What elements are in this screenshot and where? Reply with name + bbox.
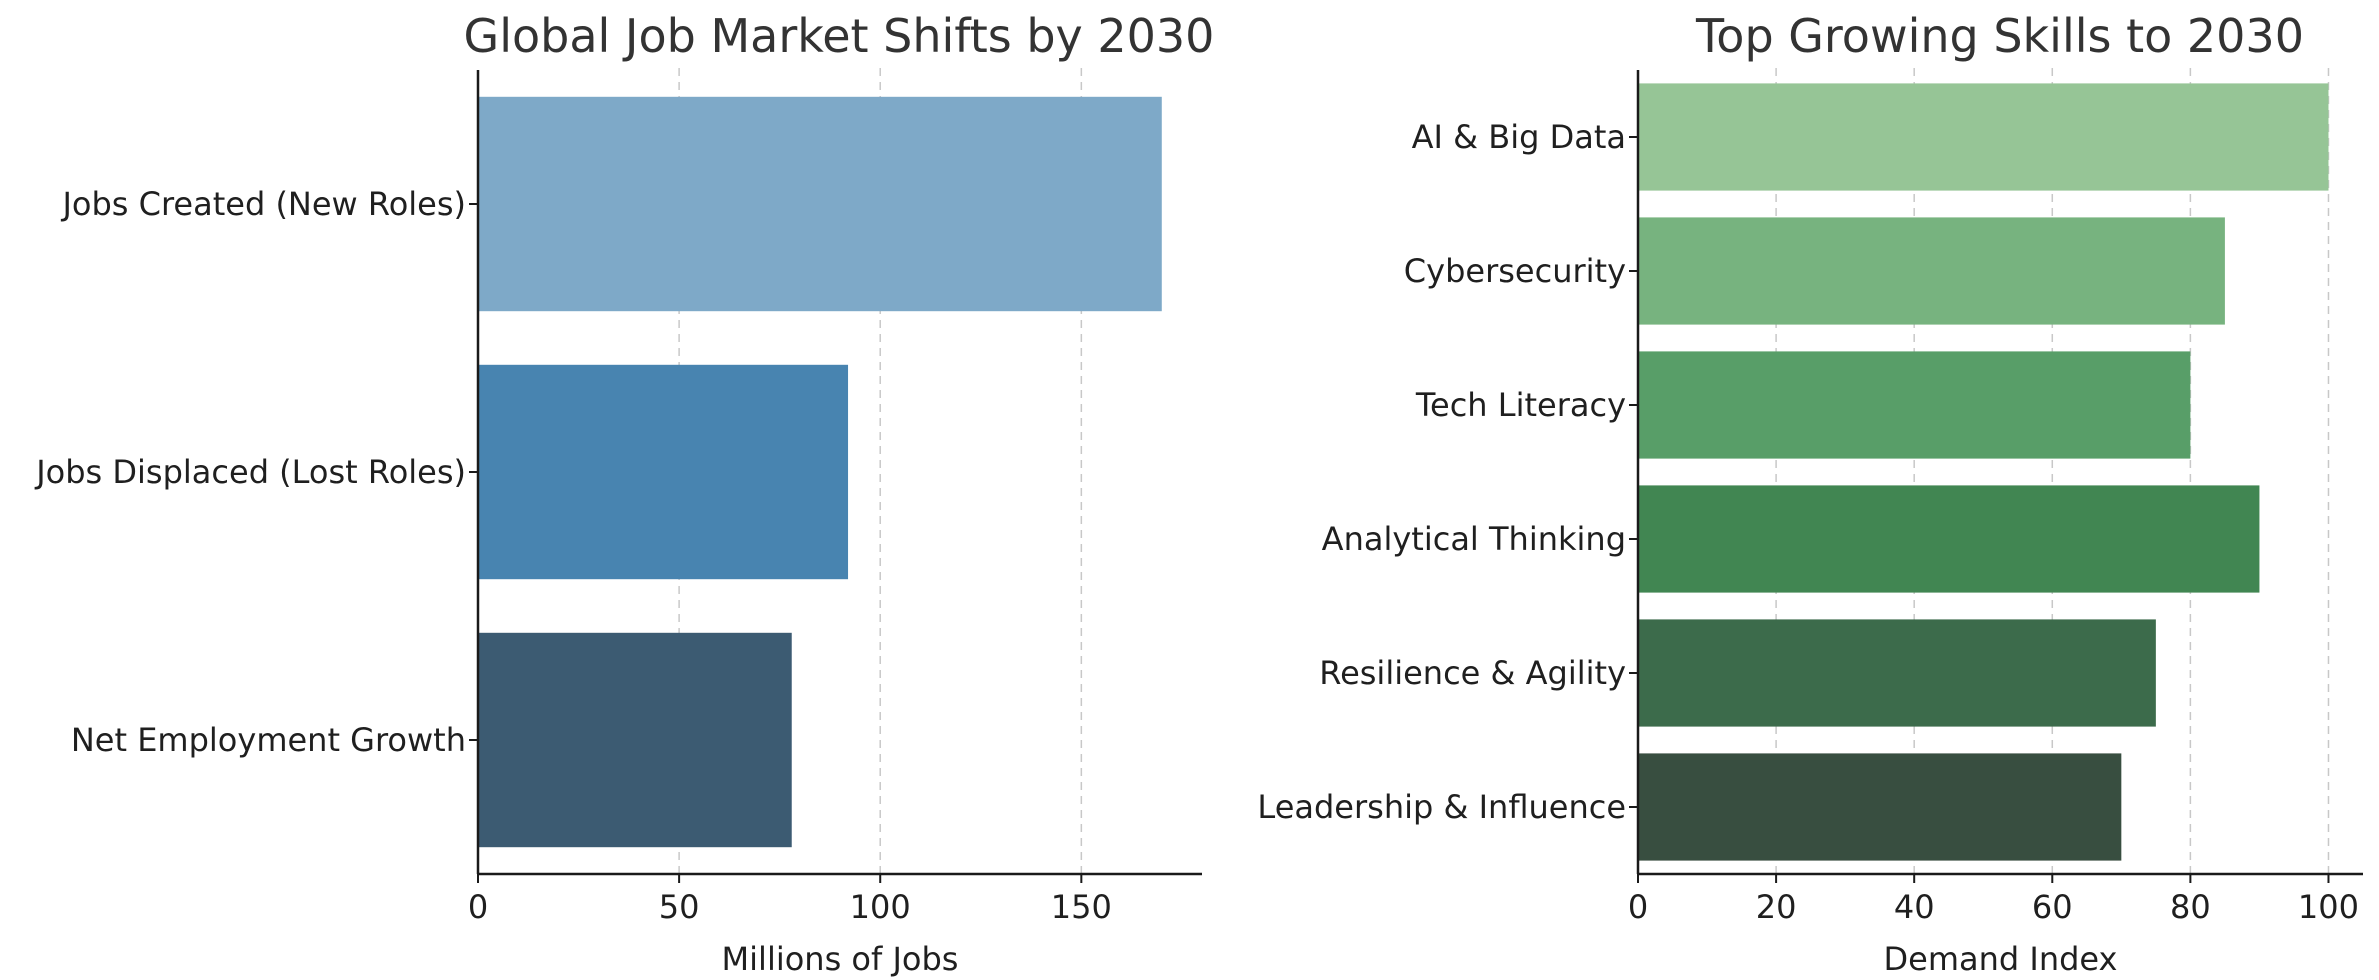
x-ticks: 0 20 40 60 80 100 xyxy=(1628,874,2359,926)
x-tick-label: 100 xyxy=(850,888,911,926)
category-label: Leadership & Influence xyxy=(1257,788,1626,826)
x-tick-label: 0 xyxy=(1628,888,1648,926)
x-tick-label: 40 xyxy=(1894,888,1935,926)
job-market-chart: Global Job Market Shifts by 2030 Jobs Cr… xyxy=(34,9,1214,978)
category-label: Cybersecurity xyxy=(1404,252,1626,290)
bar xyxy=(1638,351,2191,459)
category-label: Jobs Displaced (Lost Roles) xyxy=(34,453,466,491)
bar xyxy=(478,96,1162,312)
bar xyxy=(1638,217,2225,325)
category-label: Jobs Created (New Roles) xyxy=(60,185,466,223)
bars xyxy=(1638,83,2329,861)
category-label: Resilience & Agility xyxy=(1319,654,1626,692)
bar xyxy=(1638,83,2329,191)
x-axis-label: Demand Index xyxy=(1884,940,2118,978)
x-tick-label: 0 xyxy=(468,888,488,926)
chart-title: Top Growing Skills to 2030 xyxy=(1695,9,2304,63)
category-label: Analytical Thinking xyxy=(1322,520,1626,558)
category-label: AI & Big Data xyxy=(1412,118,1626,156)
x-tick-label: 50 xyxy=(659,888,700,926)
bars xyxy=(478,96,1162,848)
category-labels: Jobs Created (New Roles) Jobs Displaced (… xyxy=(34,185,478,759)
x-tick-label: 20 xyxy=(1756,888,1797,926)
x-tick-label: 80 xyxy=(2170,888,2211,926)
x-axis-label: Millions of Jobs xyxy=(722,940,959,978)
bar xyxy=(1638,619,2156,727)
chart-title: Global Job Market Shifts by 2030 xyxy=(464,9,1215,63)
bar xyxy=(1638,485,2260,593)
bar xyxy=(478,364,849,580)
category-label: Net Employment Growth xyxy=(71,721,466,759)
bar xyxy=(1638,753,2122,861)
category-label: Tech Literacy xyxy=(1415,386,1626,424)
category-labels: AI & Big Data Cybersecurity Tech Literacy A… xyxy=(1257,118,1638,826)
x-ticks: 0 50 100 150 xyxy=(468,874,1112,926)
x-tick-label: 150 xyxy=(1051,888,1112,926)
x-tick-label: 60 xyxy=(2032,888,2073,926)
x-tick-label: 100 xyxy=(2298,888,2359,926)
bar xyxy=(478,632,792,848)
skills-chart: Top Growing Skills to 2030 AI & Big Data… xyxy=(1257,9,2363,978)
